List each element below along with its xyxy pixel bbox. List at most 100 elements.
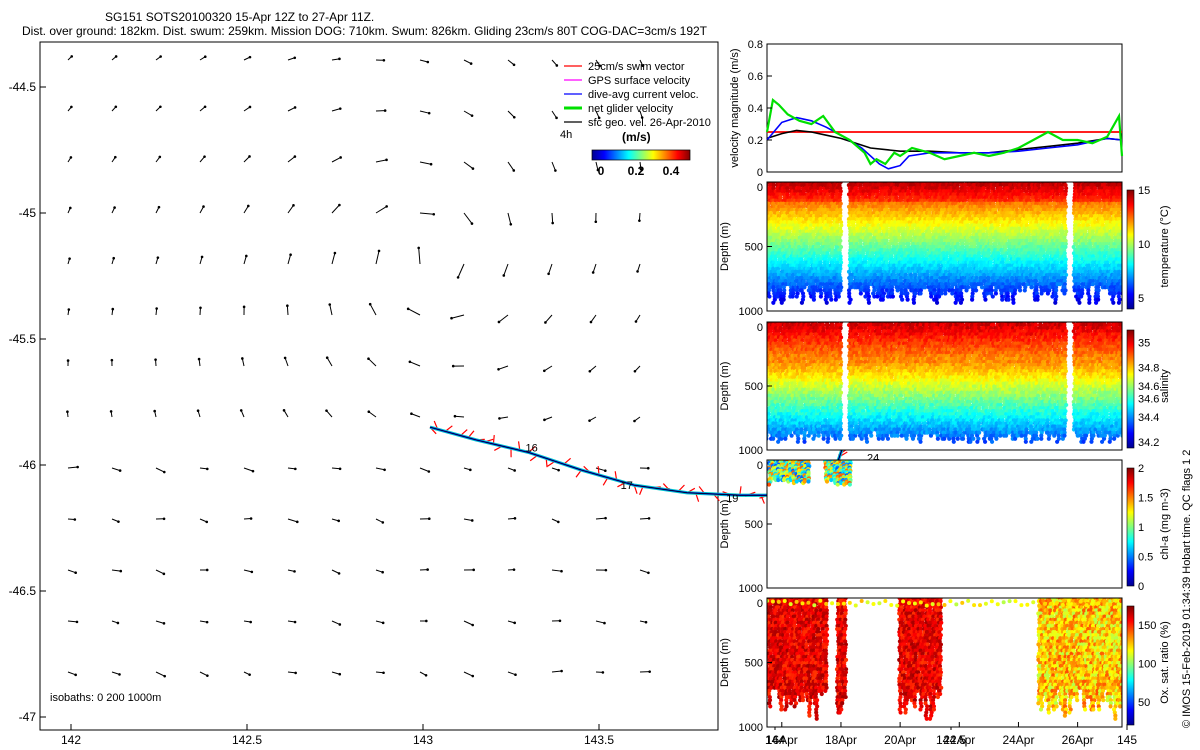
velocity-arrow [548,263,553,274]
arrow-head [337,519,340,523]
profile-sample [830,244,835,250]
velocity-arrow [287,156,296,163]
velocity-arrow [589,365,597,372]
velocity-arrow [284,357,289,367]
profile-sample [1019,229,1024,234]
profile-sample [847,300,852,305]
profile-sample [904,182,909,188]
profile-sample [992,269,997,274]
profile-sample [911,182,917,188]
profile-sample [858,288,863,293]
velocity-arrow [498,365,509,370]
profile-sample [988,226,994,231]
profile-sample [1035,294,1040,299]
profile-sample [872,207,878,212]
profile-sample [925,195,930,200]
velocity-arrow [457,263,465,278]
arrow-head [114,155,117,159]
x-tick-label: 143.5 [584,733,614,747]
profile-sample [849,192,854,197]
profile-sample [776,269,781,274]
profile-sample [849,266,854,271]
profile-sample [932,285,937,290]
arrow-head [294,671,297,675]
profile-sample [858,223,864,228]
profile-sample [819,291,824,296]
arrow-head [337,572,341,575]
profile-sample [927,232,932,237]
profile-sample [976,251,982,256]
profile-sample [918,235,923,240]
profile-sample [914,192,919,197]
profile-sample [1017,282,1022,287]
profile-sample [891,207,897,212]
profile-sample [785,254,790,259]
profile-sample [972,223,977,228]
velocity-arrow [155,620,165,624]
velocity-arrow [67,569,76,574]
profile-sample [775,207,781,212]
profile-sample [828,217,833,222]
profile-sample [897,251,902,256]
profile-sample [915,213,920,219]
velocity-arrow [326,357,333,367]
profile-sample [1023,285,1028,290]
arrow-head [381,570,384,574]
profile-sample [800,226,805,231]
profile-sample [781,204,786,209]
profile-sample [1045,220,1051,225]
velocity-arrow [454,415,465,418]
profile-sample [854,241,859,247]
profile-sample [776,266,781,271]
profile-sample [828,291,833,296]
profile-sample [1036,207,1041,212]
arrow-head [242,305,246,309]
profile-sample [977,248,982,253]
profile-sample [934,220,939,225]
profile-sample [1005,217,1010,222]
profile-sample [819,232,824,237]
profile-sample [854,282,859,287]
profile-sample [934,241,939,247]
arrow-head [153,409,156,413]
profile-sample [913,223,918,228]
profile-sample [781,201,786,206]
arrow-head [456,276,460,279]
arrow-head [293,620,297,624]
colorbar-tick-label: 0 [598,164,605,178]
profile-sample [790,272,796,277]
profile-sample [818,220,823,225]
profile-sample [889,251,894,256]
profile-sample [1050,263,1055,268]
profile-sample [1024,204,1029,209]
profile-sample [1053,235,1058,240]
profile-sample [950,291,955,296]
profile-sample [889,266,894,271]
arrow-head [381,521,385,524]
profile-sample [816,210,821,216]
profile-sample [821,269,826,274]
arrow-head [381,621,385,625]
profile-sample [1008,207,1013,212]
arrow-head [325,409,328,412]
arrow-head [158,155,162,159]
profile-sample [901,241,906,247]
profile-sample [866,297,871,302]
legend-label: GPS surface velocity [588,75,691,87]
profile-sample [1036,238,1041,243]
profile-sample [811,294,816,299]
velocity-arrow [243,467,254,472]
profile-sample [964,288,969,293]
profile-sample [771,201,776,206]
profile-sample [891,189,897,194]
velocity-arrow [463,59,472,65]
arrow-head [377,249,381,253]
arrow-head [283,356,287,360]
profile-sample [835,260,840,265]
profile-sample [963,263,968,268]
x-tick-label: 142 [61,733,81,747]
profile-sample [899,220,904,225]
arrow-head [325,356,329,360]
profile-sample [772,291,777,296]
profile-sample [811,229,817,234]
